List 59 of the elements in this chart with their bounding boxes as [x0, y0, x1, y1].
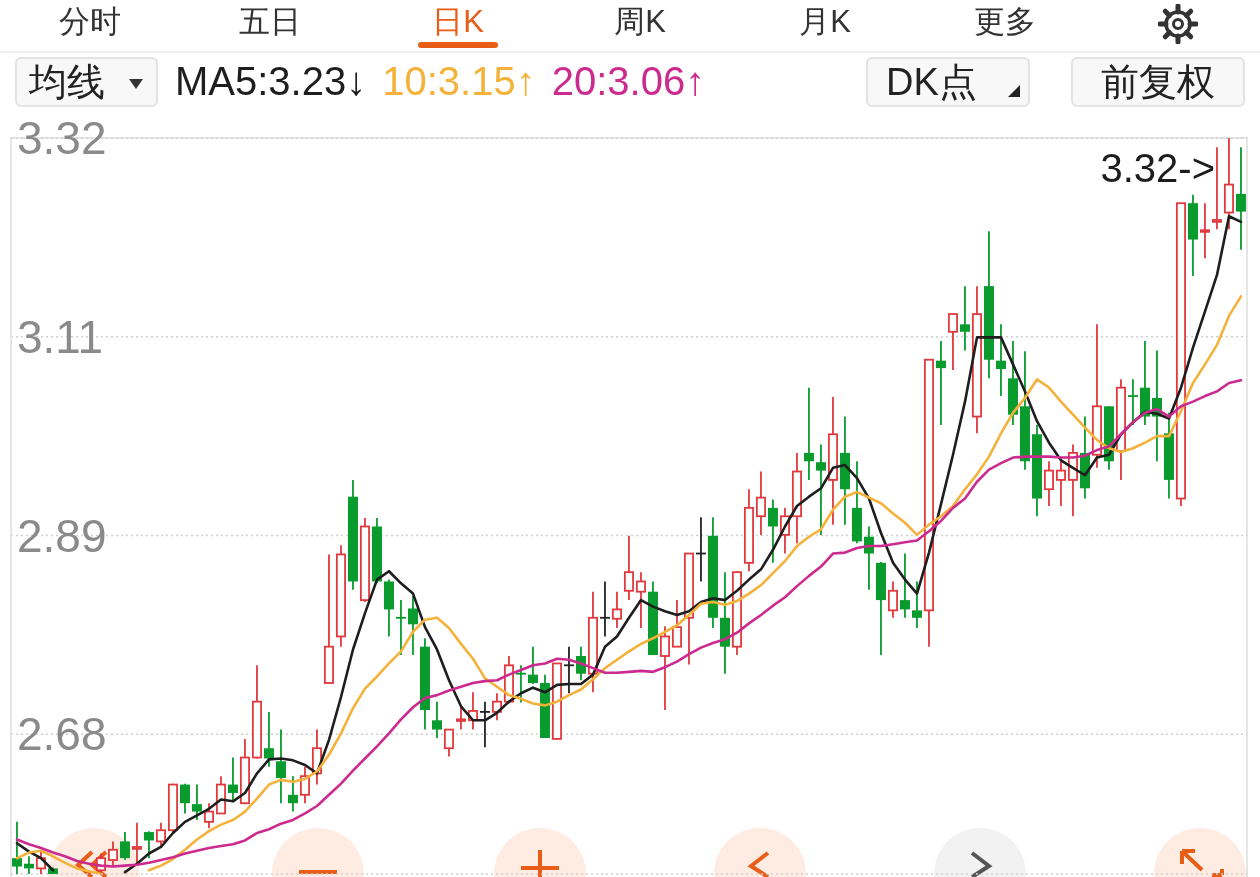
text: 日K — [431, 4, 485, 40]
candlestick — [275, 728, 286, 805]
candlestick — [1235, 146, 1246, 251]
text: 月K — [798, 4, 852, 40]
text: 五日 — [238, 4, 302, 40]
candlestick — [203, 802, 214, 830]
candlestick — [515, 664, 526, 704]
candlestick — [527, 645, 538, 685]
candlestick — [623, 534, 634, 601]
candlestick — [599, 580, 611, 638]
candlestick — [815, 443, 826, 536]
text: MA5:3.23↓ — [175, 58, 367, 104]
candlestick — [479, 700, 491, 749]
y-tick-label: 3.11 — [17, 310, 104, 363]
candlestick — [911, 580, 922, 629]
y-tick-label: 2.68 — [17, 708, 107, 761]
text: 分时 — [58, 4, 122, 40]
candlestick — [611, 590, 622, 629]
candlestick — [1055, 460, 1066, 507]
text: 更多 — [973, 4, 1037, 40]
candlestick — [767, 498, 778, 564]
candlestick — [1043, 460, 1054, 507]
candlestick — [1199, 202, 1210, 260]
y-tick-label: 2.89 — [17, 509, 107, 562]
candlestick — [995, 323, 1006, 397]
candlestick — [119, 831, 130, 861]
candlestick — [959, 285, 970, 352]
candlestick — [263, 710, 274, 768]
text: 20:3.06↑ — [551, 58, 706, 104]
candlestick — [671, 599, 682, 648]
text: 周K — [613, 4, 667, 40]
candlestick — [1127, 378, 1138, 426]
candlestick — [635, 571, 646, 629]
candlestick — [227, 756, 238, 803]
candlestick — [659, 625, 670, 711]
y-tick-label: 3.32 — [17, 112, 107, 164]
candlestick — [899, 552, 910, 619]
candlestick — [395, 599, 406, 656]
candlestick — [935, 340, 946, 426]
candlestick — [431, 700, 442, 739]
candlestick — [755, 470, 766, 536]
candlestick — [191, 783, 202, 821]
candlestick — [887, 580, 898, 619]
candlestick — [443, 728, 454, 758]
candlestick — [11, 820, 22, 874]
dropdown-button: DK点 — [866, 57, 1030, 107]
candlestick — [107, 840, 118, 868]
candlestick — [563, 645, 575, 695]
candlestick — [947, 313, 958, 371]
candlestick — [803, 386, 814, 481]
candlestick — [287, 775, 298, 813]
candlestick — [407, 595, 418, 656]
button: 前复权 — [1071, 57, 1245, 107]
dropdown-button: 均线 — [15, 57, 158, 107]
candlestick — [155, 821, 166, 848]
annotation: 3.32-> — [1100, 146, 1215, 190]
candlestick — [143, 830, 154, 860]
text: 10:3.15↑ — [382, 58, 536, 104]
candlestick — [179, 782, 190, 815]
